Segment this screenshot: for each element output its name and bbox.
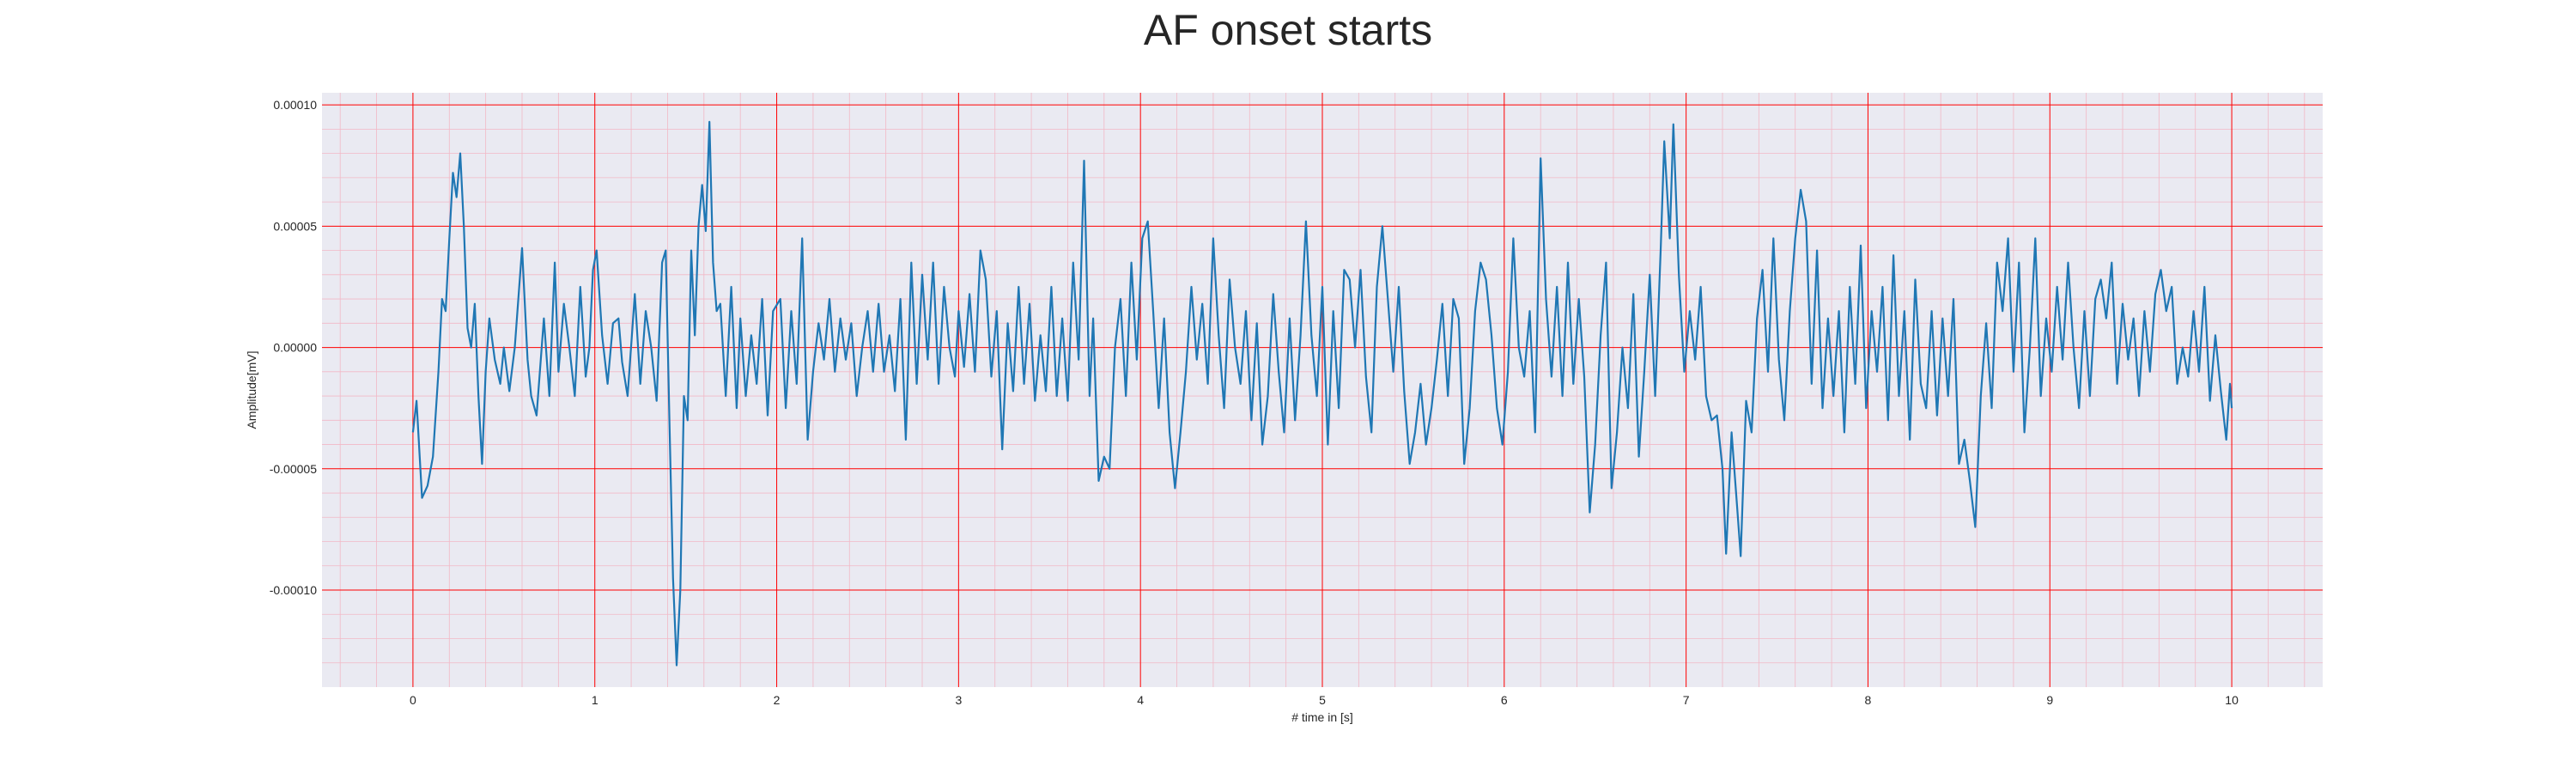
x-tick-labels: 0 1 2 3 4 5 6 7 8 9 10 (410, 693, 2239, 707)
x-tick-label: 0 (410, 693, 416, 707)
x-tick-label: 5 (1319, 693, 1326, 707)
x-tick-label: 1 (592, 693, 598, 707)
x-tick-label: 10 (2225, 693, 2239, 707)
y-tick-label: 0.00000 (273, 341, 317, 355)
x-tick-label: 3 (955, 693, 962, 707)
series-line (411, 120, 2233, 666)
y-tick-label: 0.00010 (273, 98, 317, 112)
x-axis-label: # time in [s] (1291, 710, 1353, 724)
y-tick-label: 0.00005 (273, 219, 317, 233)
chart-title: AF onset starts (1143, 6, 1433, 54)
x-tick-label: 9 (2046, 693, 2053, 707)
y-tick-label: -0.00010 (270, 583, 317, 597)
major-grid (322, 93, 2323, 687)
y-tick-labels: 0.00010 0.00005 0.00000 -0.00005 -0.00010 (270, 98, 317, 597)
x-tick-label: 6 (1501, 693, 1508, 707)
y-axis-label: Amplitude[mV] (245, 350, 258, 429)
x-tick-label: 4 (1137, 693, 1144, 707)
y-tick-label: -0.00005 (270, 462, 317, 476)
x-tick-label: 2 (774, 693, 781, 707)
x-tick-label: 7 (1683, 693, 1690, 707)
x-tick-label: 8 (1865, 693, 1872, 707)
